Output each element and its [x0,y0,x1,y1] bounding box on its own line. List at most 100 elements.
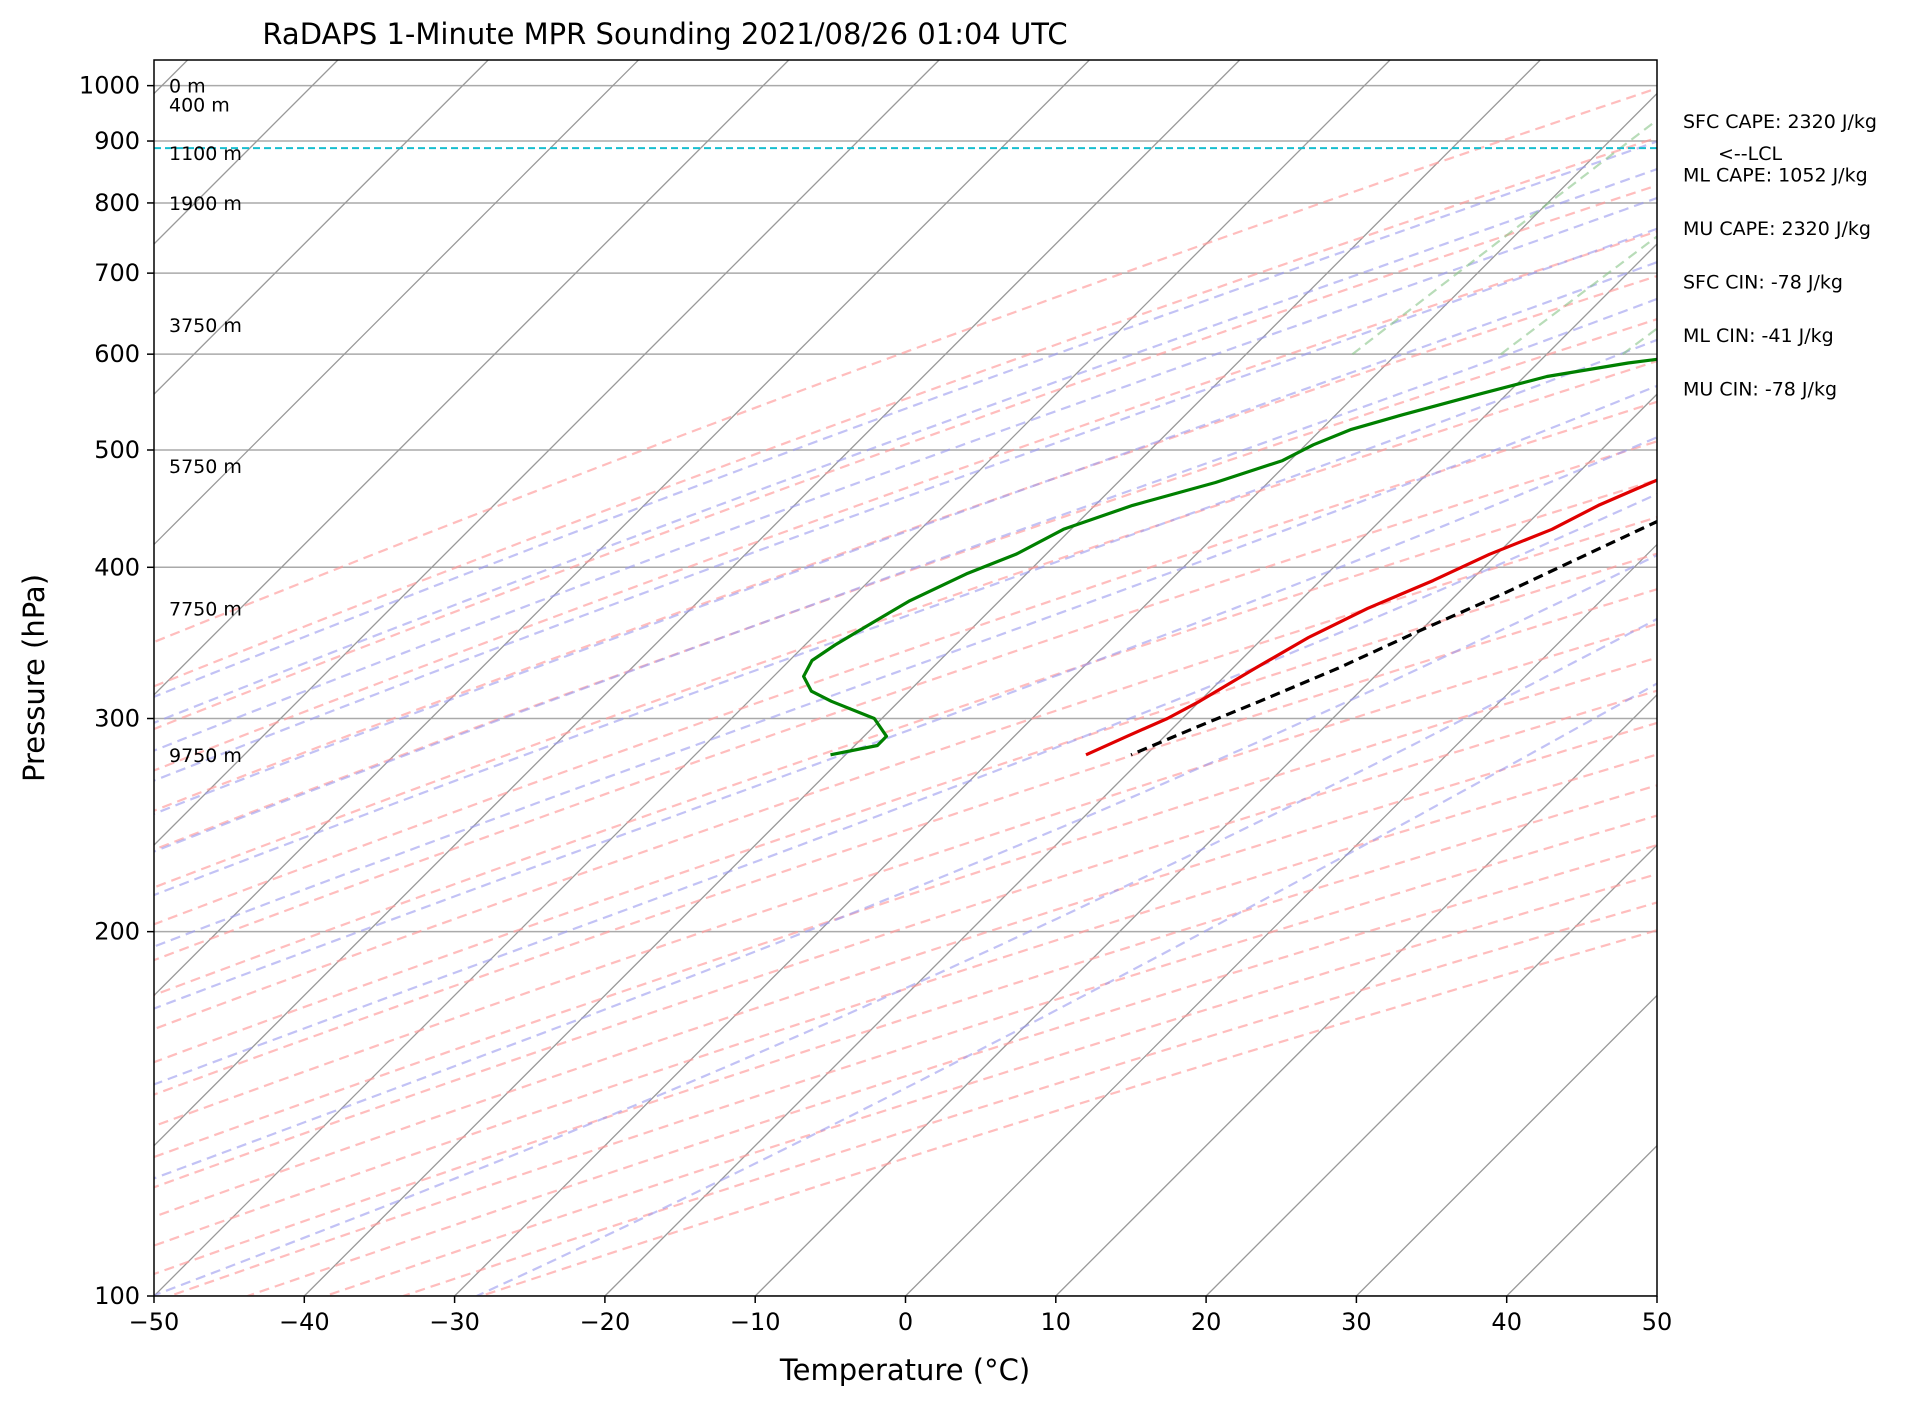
isotherm-line [154,60,639,546]
dry-adiabat-line [154,516,1657,1031]
height-label: 7750 m [169,598,242,620]
y-axis-title: Pressure (hPa) [17,574,51,782]
moist-adiabat-line [154,338,1657,897]
dry-adiabat-line [154,656,1657,1159]
moist-adiabat-line [154,196,1657,752]
dry-adiabat-line [154,440,1657,962]
isotherm-line [303,60,1541,1296]
dry-adiabat-line [154,753,1657,1247]
x-tick-label: −10 [730,1308,781,1336]
dry-adiabat-line [402,901,1657,1296]
background-lines [154,60,1925,1296]
height-label: 1900 m [169,193,242,215]
isotherm-line [604,242,1657,1296]
y-tick-label: 300 [94,705,140,733]
dry-adiabat-line [325,872,1657,1296]
x-tick-label: 40 [1491,1308,1522,1336]
temperature-line [1085,478,1657,757]
moist-adiabat-line [154,384,1657,948]
dry-adiabat-line [480,929,1657,1296]
cape-cin-stats: SFC CAPE: 2320 J/kg ML CAPE: 1052 J/kg MU … [1683,111,1877,401]
height-label: 400 m [169,94,230,116]
x-tick-label: 0 [898,1308,913,1336]
isotherm-line [154,60,489,396]
moist-adiabat-line [154,436,1657,1010]
dry-adiabat-line [154,622,1657,1128]
moist-adiabat-line [154,492,1657,1086]
y-tick-label: 600 [94,340,140,368]
x-tick-label: 50 [1642,1308,1673,1336]
y-tick-label: 500 [94,436,140,464]
stat-text: MU CAPE: 2320 J/kg [1683,218,1871,240]
isotherm-line [154,60,1391,1296]
isotherm-line [754,393,1657,1296]
stat-text: MU CIN: -78 J/kg [1683,379,1837,401]
dry-adiabat-line [154,784,1657,1276]
plot-frame [153,59,1658,1297]
x-tick-label: 10 [1041,1308,1072,1336]
moist-adiabat-line [154,553,1657,1180]
x-tick-label: −50 [129,1308,180,1336]
height-label: 5750 m [169,456,242,478]
parcel-path-line [1130,519,1657,757]
height-label: 3750 m [169,315,242,337]
height-labels: 9750 m 7750 m 5750 m 3750 m 1900 m 1100 m 400 … [169,76,1782,767]
dry-adiabat-line [154,360,1657,889]
isotherm-line [154,60,1241,1147]
x-tick-label: −20 [580,1308,631,1336]
isotherm-line [154,60,1090,997]
moist-adiabat-line [476,682,1657,1296]
isotherm-line [1355,994,1657,1296]
moist-adiabat-line [154,167,1657,725]
dry-adiabat-line [154,400,1657,926]
x-tick-label: 30 [1341,1308,1372,1336]
y-tick-label: 900 [94,127,140,155]
moist-adiabat-line [154,140,1657,698]
dry-adiabat-line [154,478,1657,997]
y-tick-label: 200 [94,918,140,946]
stat-text: ML CIN: -41 J/kg [1683,325,1834,347]
moist-adiabat-line [154,227,1657,782]
isotherm-line [454,92,1657,1296]
dry-adiabat-line [154,689,1657,1189]
axes: −50 −40 −30 −20 −10 0 10 20 30 40 50 100 200 300 400 50… [79,72,1672,1336]
isotherm-line [1506,1144,1657,1296]
dry-adiabat-line [154,552,1657,1064]
stat-text: SFC CIN: -78 J/kg [1683,272,1843,294]
stat-text: ML CAPE: 1052 J/kg [1683,165,1868,187]
dry-adiabat-line [154,588,1657,1096]
mixing-ratio-line [1797,60,1925,354]
x-tick-label: −30 [429,1308,480,1336]
mixing-ratio-line [1500,235,1657,356]
dry-adiabat-line [154,274,1657,812]
y-tick-label: 1000 [79,72,140,100]
dry-adiabat-line [154,318,1657,851]
isotherm-line [905,543,1657,1296]
dry-adiabat-line [154,721,1657,1218]
mixing-ratio-line [1698,60,1925,354]
height-label: 0 m [169,76,206,98]
series-lines [154,147,1657,757]
dry-adiabat-line [169,814,1657,1296]
chart-title: RaDAPS 1-Minute MPR Sounding 2021/08/26 … [262,17,1067,51]
moist-adiabat-line [154,297,1657,853]
y-tick-label: 800 [94,189,140,217]
lcl-label: <--LCL [1718,143,1782,165]
mixing-ratio-line [1351,118,1657,356]
y-tick-label: 400 [94,553,140,581]
y-tick-label: 700 [94,259,140,287]
mixing-ratio-line [1894,60,1925,354]
dry-adiabat-line [154,230,1657,772]
moist-adiabat-line [154,260,1657,816]
dewpoint-line [802,357,1657,757]
dry-adiabat-line [154,136,1657,688]
x-tick-label: −40 [279,1308,330,1336]
isotherm-line [1656,1295,1657,1296]
dry-adiabat-line [154,184,1657,731]
x-axis-title: Temperature (°C) [779,1353,1030,1387]
isotherm-line [154,60,790,696]
height-label: 1100 m [169,143,242,165]
isotherm-line [1205,844,1657,1296]
height-label: 9750 m [169,745,242,767]
